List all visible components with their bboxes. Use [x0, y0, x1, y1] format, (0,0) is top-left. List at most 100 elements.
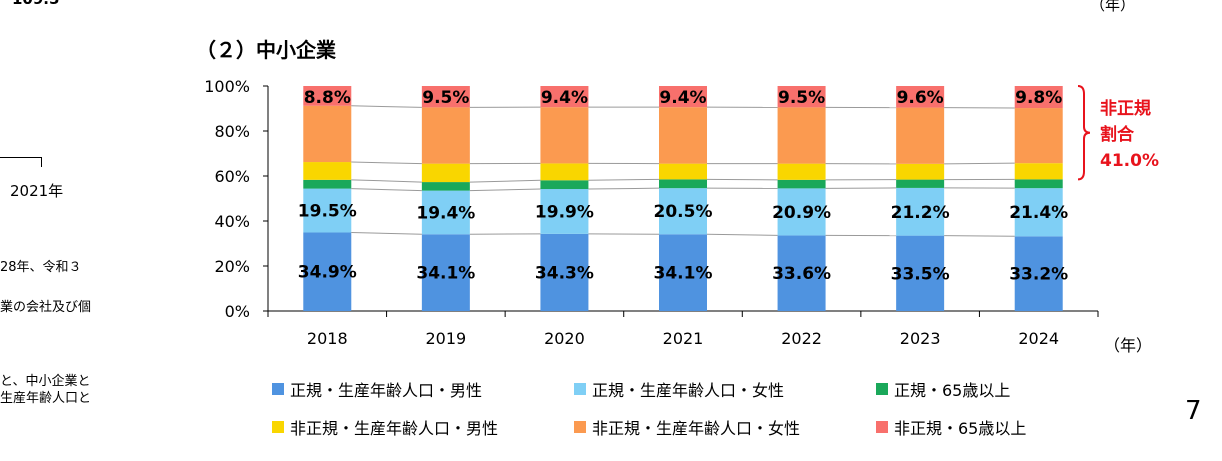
data-label: 9.4% [659, 88, 706, 108]
legend-swatch [272, 421, 284, 433]
legend-label: 正規・生産年齢人口・男性 [290, 381, 483, 400]
left-fragment-note: 28年、令和３ [0, 260, 82, 275]
y-tick-label: 80% [214, 122, 250, 141]
data-label: 9.5% [778, 88, 825, 108]
x-axis-unit: （年） [1104, 336, 1152, 355]
bar-segment [303, 162, 352, 180]
bar-segment [777, 107, 826, 164]
data-label: 21.4% [1009, 203, 1068, 223]
bar-segment [896, 179, 945, 188]
bar-segment [421, 86, 470, 108]
bar-segment [777, 163, 826, 180]
data-label: 34.1% [654, 264, 713, 284]
data-label: 19.9% [535, 202, 594, 222]
annotation-text: 非正規 [1100, 98, 1151, 119]
series-connector-line [469, 179, 541, 183]
annotation-text: 41.0% [1100, 151, 1159, 171]
data-label: 34.1% [416, 264, 475, 284]
series-connector-line [469, 188, 541, 192]
data-label: 9.8% [1015, 88, 1062, 108]
bar-segment [777, 235, 826, 311]
bar-segment [896, 163, 945, 180]
bar-segment [303, 86, 352, 106]
bar-segment [659, 188, 707, 235]
bar-segment [1014, 163, 1063, 180]
series-connector-line [351, 231, 422, 235]
bar-segment [659, 107, 707, 164]
bar-segment [659, 163, 707, 180]
left-fragment-bracket [0, 157, 42, 167]
y-tick-label: 20% [214, 257, 250, 276]
bar-segment [303, 105, 352, 163]
legend-item: 正規・生産年齢人口・男性 [272, 377, 482, 401]
series-connector-line [351, 188, 422, 192]
partial-top-value: 109.5 [12, 0, 59, 8]
series-connector-line [588, 187, 660, 190]
legend-item: 正規・生産年齢人口・女性 [574, 377, 784, 401]
x-tick-label: 2022 [781, 329, 822, 348]
legend-item: 非正規・65歳以上 [876, 415, 1026, 439]
data-label: 20.9% [772, 203, 831, 223]
left-fragment-note: 業の会社及び個 [0, 300, 92, 315]
bar-segment [659, 234, 707, 311]
bar-segment [659, 179, 707, 189]
bar-segment [421, 182, 470, 191]
series-connector-line [351, 161, 422, 165]
bar-segment [1014, 179, 1063, 189]
bar-segment [1014, 108, 1063, 164]
data-label: 20.5% [654, 202, 713, 222]
data-label: 9.5% [422, 88, 469, 108]
legend-label: 正規・生産年齢人口・女性 [592, 381, 785, 400]
left-fragment-note: と、中小企業と [0, 374, 91, 389]
partial-top-year-unit: （年） [1090, 0, 1136, 14]
x-tick-label: 2023 [900, 329, 941, 348]
bar-segment [421, 107, 470, 164]
data-label: 33.2% [1009, 265, 1068, 285]
bar-segment [896, 235, 945, 311]
annotation-bracket [1077, 85, 1091, 181]
bar-segment [540, 163, 589, 181]
bar-segment [1014, 86, 1063, 109]
left-fragment-note: 生産年齢人口と [0, 391, 92, 406]
legend-label: 非正規・65歳以上 [894, 419, 1027, 438]
data-label: 34.3% [535, 263, 594, 283]
data-label: 19.4% [416, 203, 475, 223]
series-connector-line [944, 162, 1015, 165]
bar-segment [540, 107, 589, 164]
left-fragment-year: 2021年 [10, 182, 64, 200]
bar-segment [1014, 236, 1063, 311]
legend-swatch [574, 383, 586, 395]
bar-segment [896, 86, 945, 108]
bar-segment [896, 187, 945, 236]
data-label: 34.9% [298, 263, 357, 283]
x-tick-label: 2020 [544, 329, 585, 348]
y-tick-label: 0% [225, 302, 250, 321]
y-tick-label: 40% [214, 212, 250, 231]
legend-label: 非正規・生産年齢人口・女性 [592, 419, 801, 438]
legend-label: 非正規・生産年齢人口・男性 [290, 419, 499, 438]
bar-segment [303, 188, 352, 233]
legend-item: 正規・65歳以上 [876, 377, 1010, 401]
legend-item: 非正規・生産年齢人口・男性 [272, 415, 498, 439]
bar-segment [777, 188, 826, 236]
bar-segment [540, 189, 589, 234]
chart-title: （２）中小企業 [196, 38, 336, 62]
y-tick-label: 100% [204, 77, 250, 96]
page-number: 7 [1185, 396, 1202, 426]
series-connector-line [351, 105, 422, 108]
bar-segment [421, 234, 470, 311]
bar-segment [777, 86, 826, 108]
data-label: 33.5% [891, 264, 950, 284]
series-connector-line [351, 179, 422, 183]
bar-segment [421, 163, 470, 183]
data-label: 33.6% [772, 264, 831, 284]
data-label: 8.8% [304, 88, 351, 108]
x-tick-label: 2018 [307, 329, 348, 348]
annotation-text: 割合 [1100, 124, 1135, 145]
bar-segment [896, 107, 945, 164]
bar-segment [1014, 188, 1063, 237]
data-label: 21.2% [891, 203, 950, 223]
bar-segment [540, 233, 589, 311]
bar-segment [540, 180, 589, 190]
